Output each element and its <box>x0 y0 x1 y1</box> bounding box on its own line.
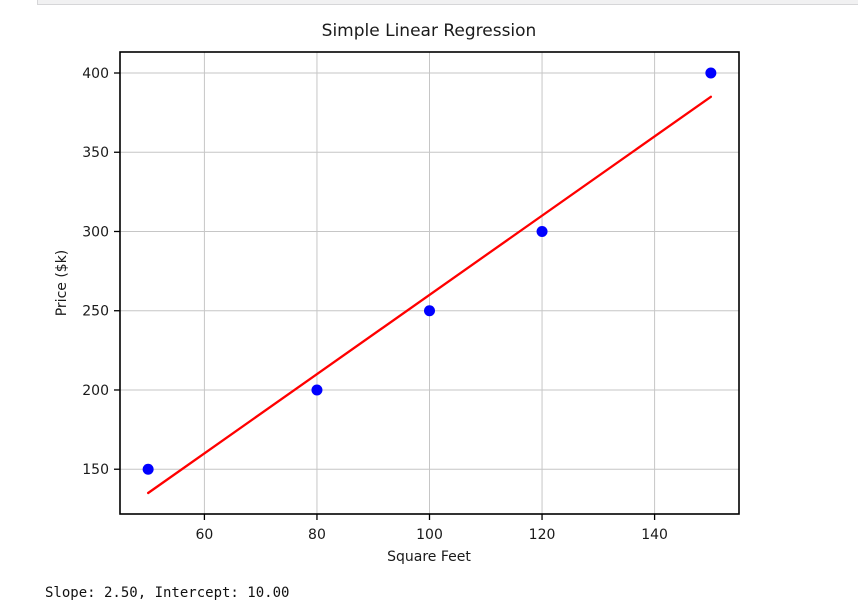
data-point <box>536 225 548 237</box>
x-tick-label: 100 <box>416 527 443 543</box>
x-tick-label: 140 <box>641 527 668 543</box>
y-tick-label: 200 <box>82 383 109 399</box>
x-tick-label: 60 <box>195 527 213 543</box>
x-axis-label: Square Feet <box>387 549 471 565</box>
data-point <box>311 384 323 396</box>
regression-line <box>146 95 713 495</box>
x-tick-label: 120 <box>529 527 556 543</box>
data-point <box>705 67 717 79</box>
y-tick-label: 350 <box>82 145 109 161</box>
slope-intercept-text: Slope: 2.50, Intercept: 10.00 <box>45 585 290 601</box>
x-tick-label: 80 <box>308 527 326 543</box>
y-tick-label: 250 <box>82 304 109 320</box>
y-tick-label: 300 <box>82 224 109 240</box>
y-tick-label: 150 <box>82 462 109 478</box>
data-point <box>142 463 154 475</box>
top-border-strip <box>37 0 858 5</box>
y-tick-label: 400 <box>82 66 109 82</box>
chart-title: Simple Linear Regression <box>321 21 537 41</box>
data-point <box>424 305 435 317</box>
